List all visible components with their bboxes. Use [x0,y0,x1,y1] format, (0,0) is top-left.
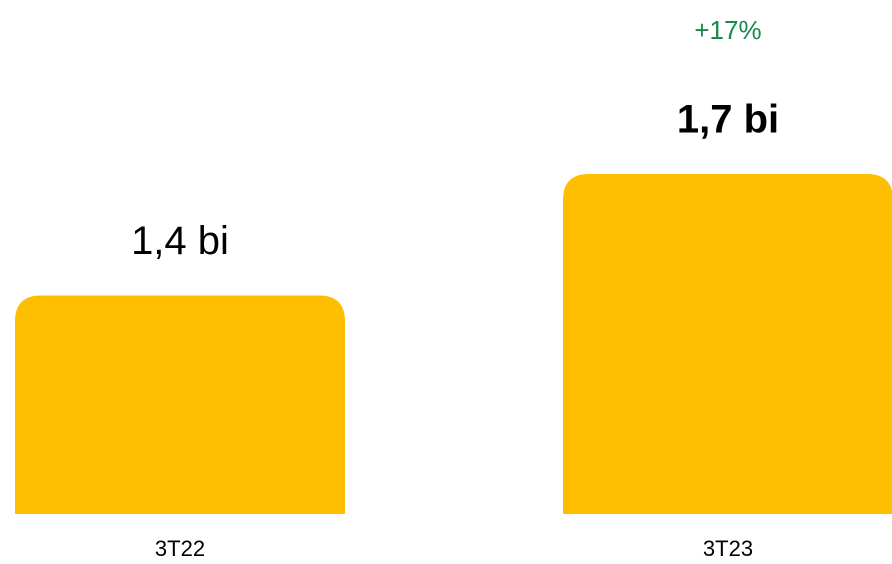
bar [563,174,892,514]
x-tick-label: 3T22 [155,536,205,561]
value-label: 1,7 bi [677,98,779,142]
x-tick-label: 3T23 [703,536,753,561]
value-label: 1,4 bi [131,219,229,263]
annotation: +17% [694,15,761,45]
bar [15,295,345,514]
